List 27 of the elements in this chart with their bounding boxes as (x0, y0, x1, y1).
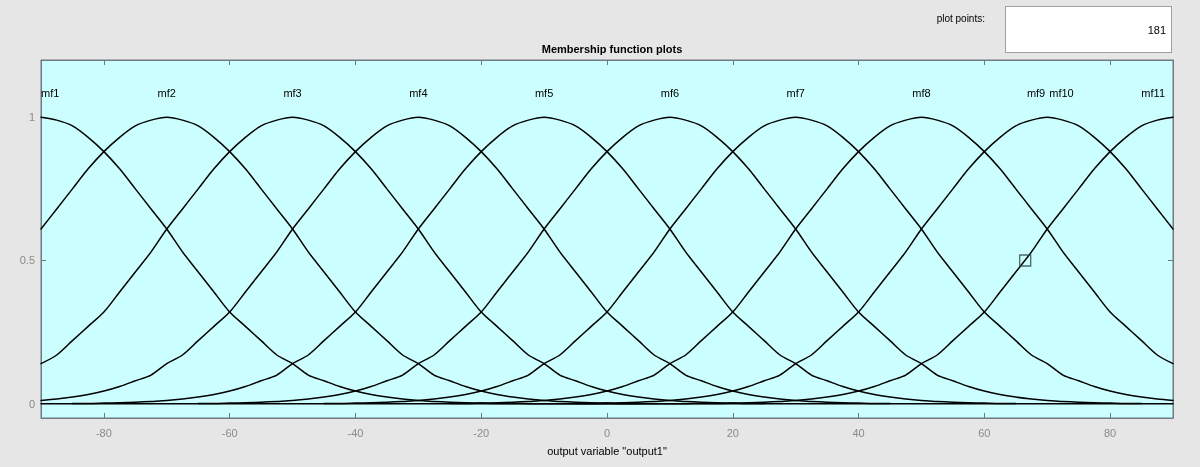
x-tick-label: 20 (726, 426, 739, 439)
series-label: mf4 (409, 86, 428, 99)
x-tick-label: -60 (221, 426, 238, 439)
input-field: 181 (1005, 6, 1172, 53)
chart-title: Membership function plots (541, 42, 683, 55)
series-label: mf7 (786, 86, 805, 99)
annotation: mf9 (1026, 86, 1046, 99)
series-label: mf8 (912, 86, 931, 99)
series-label: mf10 (1049, 86, 1074, 99)
x-tick-label: -80 (95, 426, 112, 439)
y-tick-label: 0.5 (19, 254, 35, 267)
x-tick-label: -20 (473, 426, 490, 439)
y-tick-label: 1 (28, 111, 35, 124)
y-tick-label: 0 (28, 397, 35, 410)
x-tick-label: 40 (852, 426, 865, 439)
series-label: mf3 (283, 86, 302, 99)
x-tick-label: 80 (1103, 426, 1117, 439)
x-tick-label: -40 (347, 426, 364, 439)
series-label: mf2 (157, 86, 176, 99)
series-label: mf5 (534, 86, 554, 99)
x-tick-label: 60 (978, 426, 991, 439)
series-label: mf6 (660, 86, 680, 99)
series-label: mf11 (1141, 86, 1165, 99)
text: plot points: (936, 13, 985, 24)
x-axis-title: output variable "output1" (547, 444, 667, 457)
series-label: mf1 (41, 86, 60, 99)
x-tick-label: 0 (603, 426, 611, 439)
